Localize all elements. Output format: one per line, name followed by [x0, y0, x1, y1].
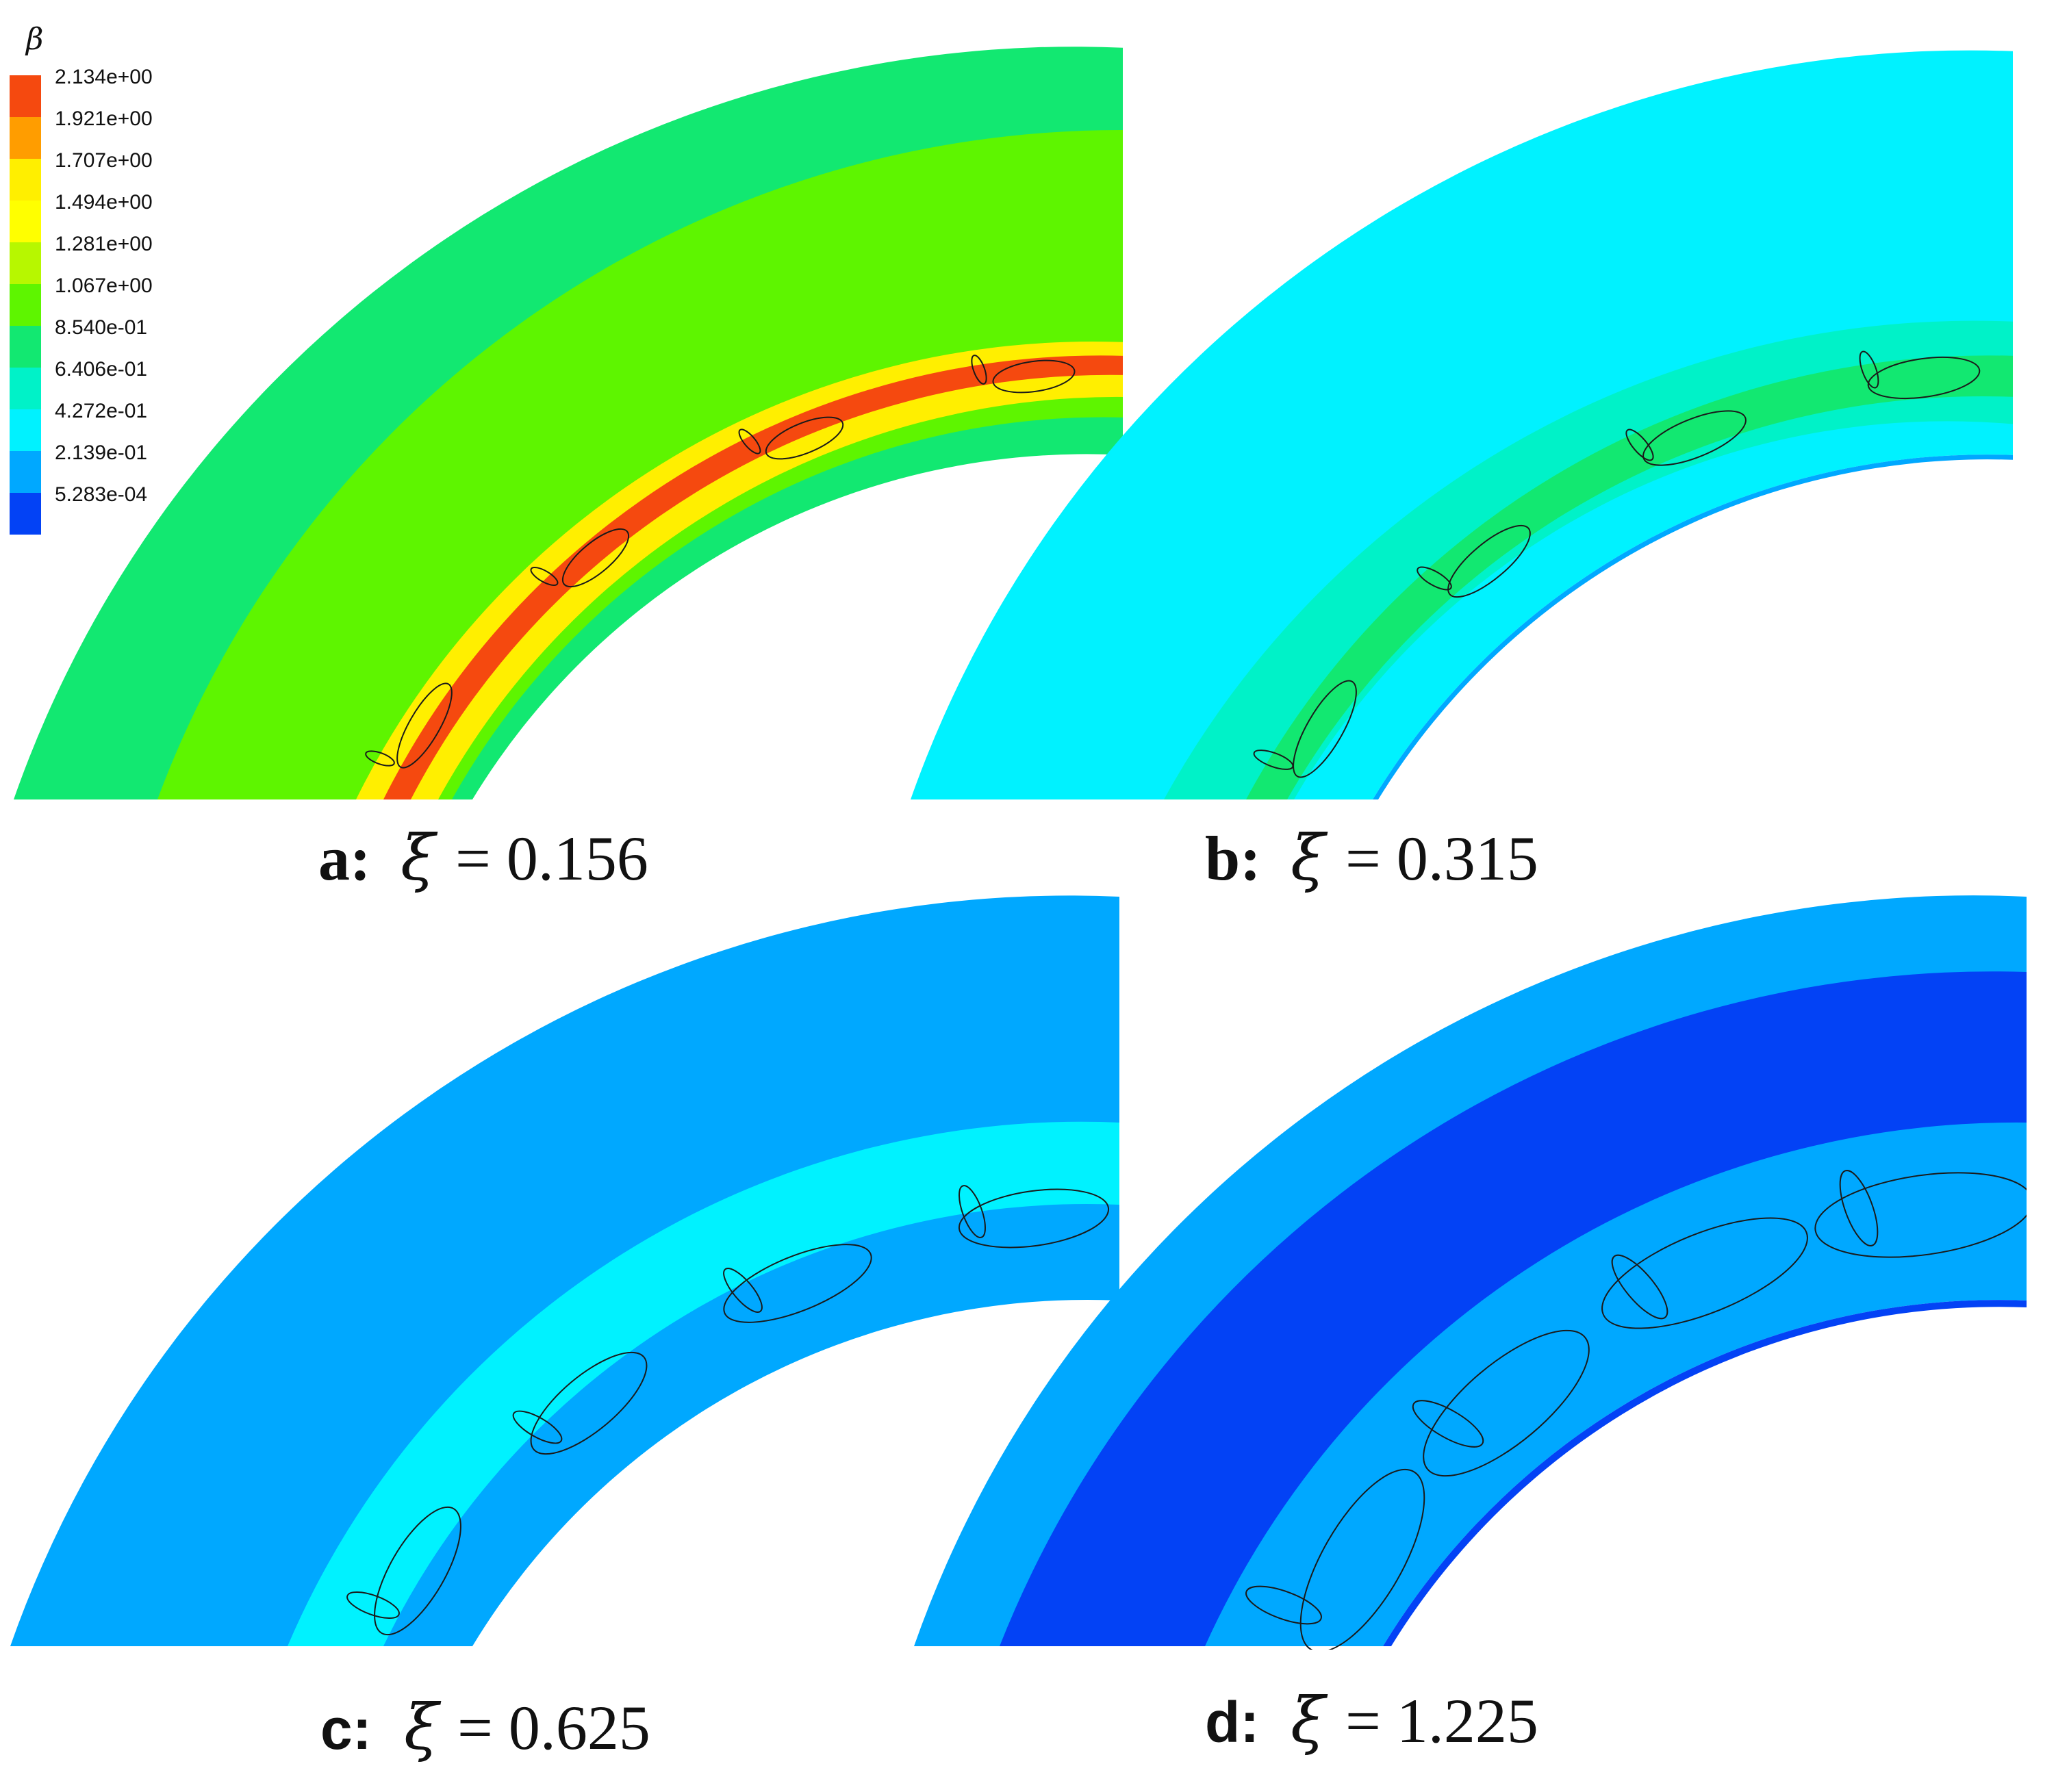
- caption-a-value: = 0.156: [455, 823, 648, 893]
- caption-b-value: = 0.315: [1345, 823, 1538, 893]
- legend-label-3: 1.707e+00: [55, 149, 153, 172]
- legend-label-5: 1.281e+00: [55, 233, 153, 255]
- panel-d-ellipses: [1245, 1170, 2027, 1650]
- legend-swatch-10: [10, 451, 41, 493]
- legend-swatch-3: [10, 159, 41, 201]
- caption-c-letter: c:: [320, 1697, 372, 1761]
- panel-c: [10, 895, 1119, 1646]
- panel-a-hot: [383, 355, 1123, 799]
- caption-c: c: ξ = 0.625: [320, 1691, 650, 1764]
- legend-label-11: 5.283e-04: [55, 483, 147, 506]
- legend-label-4: 1.494e+00: [55, 191, 153, 214]
- legend-swatch-8: [10, 368, 41, 409]
- panel-d: [914, 895, 2027, 1650]
- panel-c-ellipses: [346, 1185, 1110, 1636]
- legend-label-8: 6.406e-01: [55, 358, 147, 381]
- caption-d-value: = 1.225: [1345, 1686, 1538, 1756]
- color-legend: β 2.134e+00 1.921e+00 1.707e+00 1.494e+00 1.…: [10, 22, 153, 535]
- caption-a: a: ξ = 0.156: [318, 821, 648, 895]
- caption-d: d: ξ = 1.225: [1205, 1684, 1538, 1757]
- caption-a-symbol: ξ: [401, 821, 438, 895]
- caption-b: b: ξ = 0.315: [1205, 821, 1538, 895]
- legend-color-bar: [10, 75, 41, 535]
- legend-swatch-5: [10, 242, 41, 284]
- panel-b-ellipses: [1253, 350, 1981, 778]
- caption-d-symbol: ξ: [1291, 1684, 1328, 1757]
- panel-a: [14, 47, 1123, 799]
- legend-swatch-11: [10, 493, 41, 535]
- legend-label-1: 2.134e+00: [55, 66, 153, 88]
- caption-d-letter: d:: [1205, 1690, 1259, 1754]
- legend-swatch-9: [10, 409, 41, 451]
- legend-labels: 2.134e+00 1.921e+00 1.707e+00 1.494e+00 1.28…: [55, 66, 153, 506]
- caption-b-letter: b:: [1205, 823, 1261, 893]
- legend-swatch-4: [10, 201, 41, 242]
- caption-c-value: = 0.625: [457, 1693, 650, 1763]
- panel-c-annulus: [10, 895, 1119, 1646]
- panel-b-band: [1164, 320, 2013, 799]
- legend-swatch-2: [10, 117, 41, 159]
- legend-label-10: 2.139e-01: [55, 441, 147, 464]
- panel-b: [911, 50, 2013, 799]
- legend-label-9: 4.272e-01: [55, 400, 147, 422]
- legend-label-6: 1.067e+00: [55, 274, 153, 297]
- panel-d-band: [1000, 971, 2027, 1646]
- legend-swatch-1: [10, 75, 41, 117]
- legend-symbol: β: [25, 22, 43, 57]
- legend-label-2: 1.921e+00: [55, 107, 153, 130]
- panel-a-band: [157, 130, 1123, 799]
- legend-label-7: 8.540e-01: [55, 316, 147, 339]
- panel-b-annulus: [911, 50, 2013, 799]
- panel-d-inner-edge: [1383, 1300, 2027, 1646]
- panel-a-ellipses: [365, 355, 1076, 769]
- caption-a-letter: a:: [318, 823, 371, 893]
- legend-swatch-7: [10, 326, 41, 368]
- legend-swatch-6: [10, 284, 41, 326]
- caption-c-symbol: ξ: [404, 1691, 442, 1764]
- caption-b-symbol: ξ: [1291, 821, 1328, 895]
- panel-b-core: [1246, 355, 2013, 799]
